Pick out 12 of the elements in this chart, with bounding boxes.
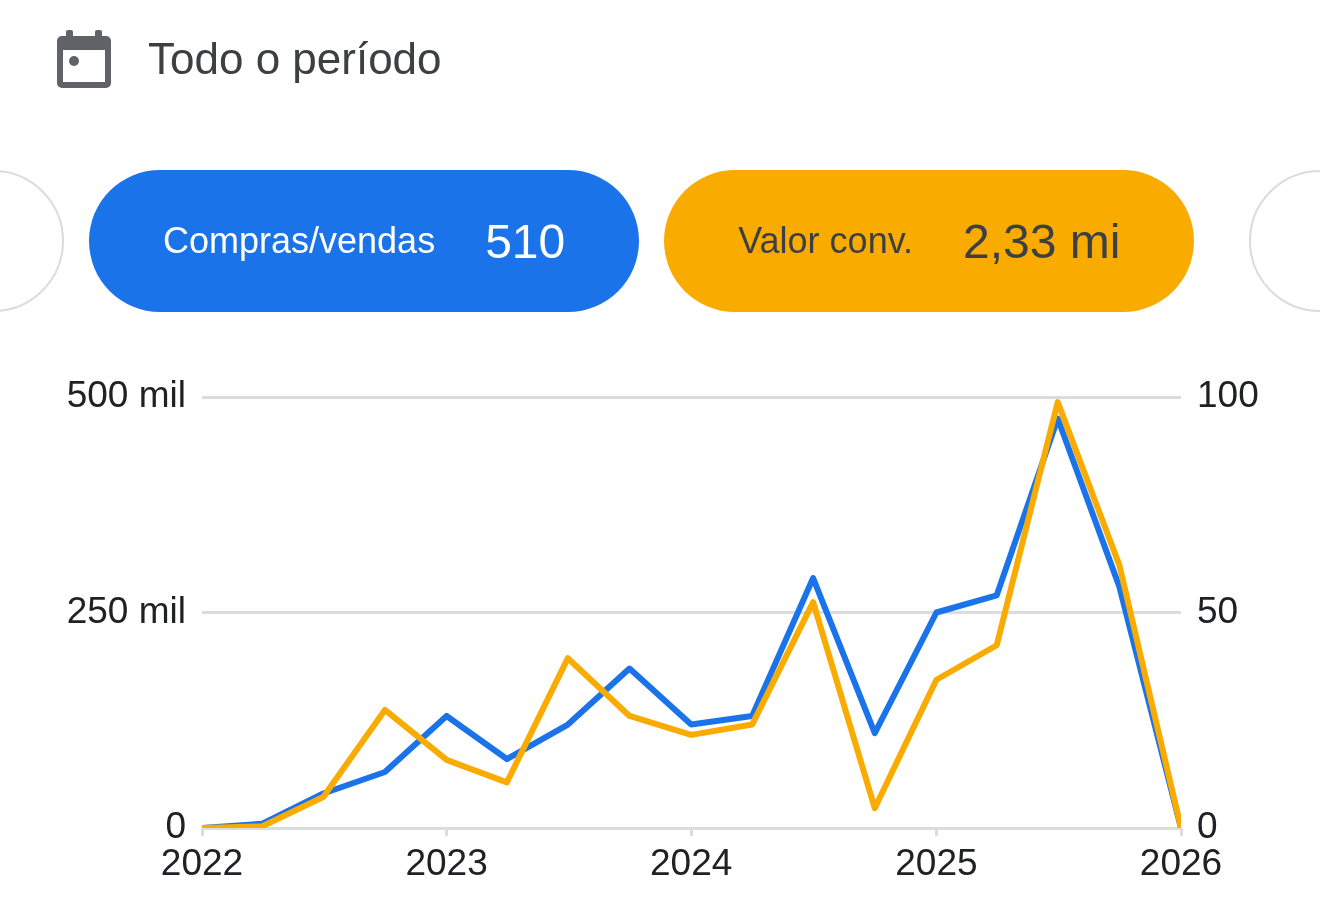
text: 510 <box>485 213 566 269</box>
text: 2,33 mi <box>962 213 1121 269</box>
y2-tick-label: 100 <box>1197 374 1259 416</box>
y-tick-label: 500 mil <box>66 374 186 416</box>
y2-tick-label: 50 <box>1197 589 1239 631</box>
x-tick-label: 2023 <box>405 842 488 884</box>
chart-title: Todo o período <box>148 34 442 84</box>
x-tick-label: 2024 <box>650 842 733 884</box>
x-tick-label: 2025 <box>895 842 978 884</box>
y-tick-label: 250 mil <box>66 589 186 631</box>
text: Valor conv. <box>738 220 913 262</box>
text: Compras/vendas <box>163 220 436 262</box>
